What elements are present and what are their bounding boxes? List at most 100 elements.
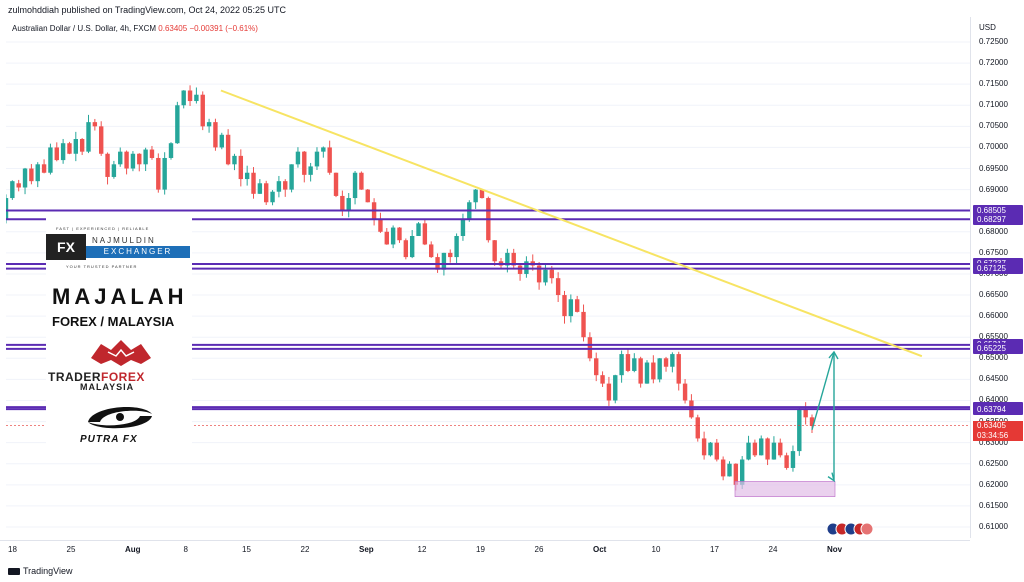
- candle-body: [619, 354, 624, 376]
- time-axis[interactable]: 18 25 Aug 8 15 22 Sep 12 19 26 Oct 10 17 24 Nov: [0, 540, 970, 556]
- level-price-badge: 0.68297: [973, 213, 1023, 225]
- time-tick: Nov: [827, 545, 843, 554]
- candle-body: [149, 149, 155, 158]
- candle-body: [314, 151, 320, 167]
- price-tick: 0.71500: [979, 79, 1008, 89]
- candle-body: [676, 354, 681, 384]
- candle-body: [143, 149, 148, 165]
- candle-body: [536, 265, 542, 283]
- price-tick: 0.61500: [979, 500, 1008, 510]
- fx-mark: FX: [46, 234, 86, 260]
- economic-events-flags-icon[interactable]: [826, 522, 874, 536]
- candle-body: [156, 157, 161, 190]
- candle-body: [79, 139, 85, 152]
- time-tick: 19: [476, 545, 485, 554]
- current-price-badge: 0.63405 03:34:56: [973, 421, 1023, 441]
- trader-text: TRADER: [48, 370, 101, 384]
- time-tick: Oct: [593, 545, 607, 554]
- candle-body: [746, 442, 751, 460]
- candle-body: [98, 126, 104, 154]
- symbol-change: −0.00391 (−0.61%): [189, 24, 258, 33]
- tiger-icon: [91, 340, 151, 366]
- price-tick: 0.69000: [979, 184, 1008, 194]
- candle-body: [416, 223, 421, 236]
- price-tick: 0.67500: [979, 247, 1008, 257]
- candle-body: [701, 438, 707, 456]
- candle-body: [130, 153, 136, 169]
- time-tick: Sep: [359, 545, 374, 554]
- price-tick: 0.72000: [979, 58, 1008, 68]
- candle-body: [124, 151, 129, 169]
- candle-body: [257, 183, 263, 194]
- candle-body: [213, 122, 218, 148]
- time-tick: Aug: [125, 545, 141, 554]
- candle-body: [67, 143, 72, 154]
- candle-body: [92, 122, 98, 127]
- price-tick: 0.72500: [979, 37, 1008, 46]
- level-price-badge: 0.65225: [973, 343, 1023, 355]
- fx-name: NAJMULDIN: [92, 236, 156, 245]
- candle-body: [695, 417, 700, 439]
- candle-body: [276, 181, 282, 192]
- candle-body: [429, 244, 434, 258]
- candle-body: [568, 299, 574, 317]
- candle-body: [194, 94, 199, 102]
- sponsor-logo-panel: FAST | EXPERIENCED | RELIABLE FX NAJMULD…: [46, 214, 192, 450]
- candle-body: [200, 94, 205, 127]
- price-tick: 0.65000: [979, 353, 1008, 363]
- candle-body: [714, 442, 720, 460]
- candle-body: [10, 181, 15, 199]
- candle-body: [594, 358, 599, 376]
- price-tick: 0.62000: [979, 479, 1008, 489]
- price-axis[interactable]: USD 0.72500 0.72000 0.71500 0.71000 0.70500 0…: [970, 17, 1024, 538]
- candle-body: [105, 153, 110, 177]
- candle-body: [708, 442, 713, 456]
- candle-body: [771, 442, 777, 460]
- candle-body: [733, 463, 739, 485]
- candle-body: [327, 147, 332, 173]
- candle-body: [283, 181, 288, 190]
- candle-body: [359, 172, 364, 190]
- candle-body: [587, 337, 593, 359]
- forex-malaysia-logo: FOREX / MALAYSIA: [52, 314, 175, 329]
- candle-body: [752, 442, 758, 456]
- symbol-price: 0.63405: [158, 24, 188, 33]
- candle-body: [86, 122, 91, 152]
- symbol-legend: Australian Dollar / U.S. Dollar, 4h, FXC…: [12, 24, 258, 33]
- candle-body: [790, 451, 796, 468]
- majalah-logo: MAJALAH: [52, 284, 188, 309]
- candle-body: [54, 147, 59, 161]
- putra-fx-logo: PUTRA FX: [80, 434, 138, 445]
- candle-body: [264, 183, 269, 203]
- candle-body: [492, 240, 497, 262]
- candle-body: [670, 354, 675, 367]
- candle-body: [175, 105, 180, 144]
- najmuldin-fx-logo: FX NAJMULDIN EXCHANGER: [46, 234, 192, 260]
- fx-tagline-bottom: YOUR TRUSTED PARTNER: [66, 264, 138, 269]
- current-price-value: 0.63405: [977, 421, 1006, 430]
- candle-body: [809, 417, 815, 426]
- candle-body: [41, 164, 47, 173]
- price-tick: 0.70000: [979, 142, 1008, 152]
- candle-body: [600, 375, 605, 384]
- time-tick: 25: [66, 545, 76, 554]
- candle-body: [765, 438, 770, 460]
- candle-body: [244, 172, 250, 180]
- candle-body: [390, 227, 396, 245]
- candle-body: [22, 168, 28, 188]
- candle-body: [270, 191, 275, 203]
- candle-body: [16, 183, 21, 188]
- candle-body: [232, 155, 237, 165]
- candle-body: [6, 198, 9, 220]
- candle-body: [524, 261, 529, 274]
- price-tick: 0.69500: [979, 163, 1008, 173]
- target-zone: [734, 481, 836, 497]
- candle-body: [118, 151, 123, 165]
- candle-body: [555, 278, 561, 296]
- candle-body: [378, 219, 383, 232]
- candle-body: [181, 90, 186, 106]
- candle-body: [727, 463, 732, 477]
- candle-body: [663, 358, 669, 367]
- candle-body: [460, 219, 466, 236]
- bar-countdown: 03:34:56: [977, 431, 1009, 440]
